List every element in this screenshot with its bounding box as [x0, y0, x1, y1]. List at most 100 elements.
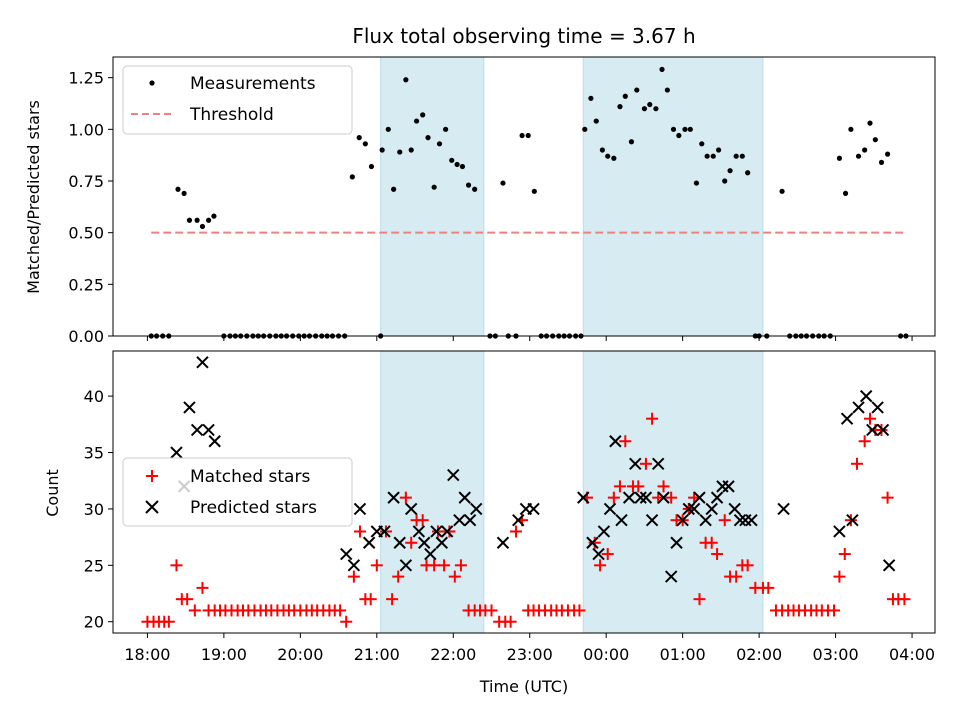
matched-star-point [601, 548, 614, 561]
matched-star-point [405, 536, 418, 549]
predicted-star-point [405, 502, 418, 516]
measurement-point [449, 157, 455, 163]
measurement-point [862, 147, 868, 153]
x-tick-label: 19:00 [201, 645, 247, 664]
bottom-y-tick-label: 20 [84, 613, 104, 632]
measurement-point [194, 217, 200, 223]
measurement-point [855, 153, 862, 159]
matched-star-point [370, 559, 383, 572]
measurement-point [745, 170, 751, 176]
legend-threshold-label: Threshold [189, 105, 274, 125]
measurement-point [727, 168, 733, 174]
matched-star-point [443, 525, 456, 538]
predicted-star-point [586, 536, 599, 549]
matched-star-point [454, 559, 467, 572]
predicted-star-point [639, 491, 653, 504]
top-y-tick-label: 0.00 [68, 327, 104, 346]
measurement-point [693, 180, 700, 186]
predicted-star-point [634, 491, 647, 504]
measurement-point [465, 182, 472, 188]
measurement-point [716, 147, 722, 153]
matched-star-point [613, 480, 626, 493]
matched-star-point [431, 525, 444, 538]
x-axis-label: Time (UTC) [479, 677, 568, 696]
x-tick-label: 04:00 [889, 645, 935, 664]
predicted-star-point [577, 491, 590, 504]
matched-star-point [594, 559, 607, 572]
matched-star-point [448, 570, 461, 583]
matched-star-point [632, 480, 645, 493]
matched-star-point [438, 559, 451, 572]
measurement-point [211, 213, 217, 219]
measurement-point [459, 163, 466, 170]
top-y-ticks: 0.00 0.25 0.50 0.75 1.00 1.25 [68, 69, 113, 346]
top-y-axis-label: Matched/Predicted stars [24, 100, 43, 294]
matched-star-point [741, 559, 754, 572]
predicted-star-point [527, 502, 540, 516]
measurement-point [739, 153, 745, 159]
matched-star-point [762, 581, 775, 594]
bottom-panel: 20 25 30 35 40 18:00 19:00 20:00 21:00 22:00 23:0… [43, 350, 936, 696]
measurement-point [431, 184, 437, 190]
bottom-axes-frame [112, 350, 936, 634]
measurement-point [199, 223, 206, 230]
predicted-star-point [615, 513, 628, 527]
matched-star-point [838, 548, 851, 561]
measurement-point [733, 153, 739, 159]
predicted-star-point [882, 559, 896, 572]
bottom-y-tick-label: 35 [84, 444, 104, 463]
measurement-point [181, 190, 187, 196]
matched-star-point [646, 412, 659, 425]
matched-star-point [851, 457, 864, 470]
bottom-x-ticks: 18:00 19:00 20:00 21:00 22:00 23:00 00:00 01:00… [124, 633, 935, 664]
predicted-star-point [676, 513, 689, 527]
predicted-star-point [399, 559, 413, 572]
measurement-point [867, 120, 873, 126]
measurement-point [472, 186, 478, 192]
top-y-tick-label: 0.75 [68, 172, 104, 191]
predicted-star-point [664, 570, 678, 583]
matched-star-point [875, 423, 888, 436]
legend-matched-label: Matched stars [190, 467, 310, 487]
measurement-point [617, 104, 623, 110]
measurement-point [368, 163, 375, 170]
measurement-point [454, 161, 460, 168]
x-tick-label: 03:00 [813, 645, 859, 664]
legend-measurements-label: Measurements [190, 74, 316, 94]
bottom-y-tick-label: 25 [84, 556, 104, 575]
matched-star-point [607, 491, 620, 504]
matched-star-point [718, 514, 731, 527]
bottom-legend-box [122, 457, 353, 527]
top-shaded-interval-1 [582, 56, 764, 337]
matched-star-point [392, 570, 405, 583]
measurement-point [848, 126, 854, 132]
predicted-star-point [340, 547, 353, 561]
predicted-star-point [722, 480, 735, 493]
x-tick-label: 02:00 [736, 645, 782, 664]
measurement-point [659, 66, 665, 72]
measurement-point [408, 147, 414, 153]
top-panel: 0.00 0.25 0.50 0.75 1.00 1.25 Matched/Predict… [24, 56, 936, 346]
matched-star-point [340, 615, 353, 628]
matched-star-point [196, 581, 209, 594]
measurement-point [525, 132, 531, 139]
predicted-star-point [833, 525, 846, 538]
predicted-star-point [859, 389, 873, 403]
predicted-star-point [693, 491, 706, 504]
matched-star-point [833, 570, 846, 583]
predicted-star-point [196, 356, 209, 369]
matched-star-point [657, 480, 670, 493]
matched-star-point [399, 491, 412, 504]
top-legend: Measurements Threshold [122, 65, 353, 135]
matched-star-point [386, 593, 399, 606]
predicted-star-point [682, 502, 695, 516]
measurement-point [582, 126, 588, 132]
matched-star-point [334, 604, 347, 617]
matched-star-point [639, 457, 652, 470]
predicted-star-point [424, 547, 437, 561]
legend-matched-marker [146, 470, 158, 482]
predicted-star-point [871, 401, 884, 414]
predicted-star-point [777, 502, 790, 516]
predicted-star-point [629, 457, 642, 471]
